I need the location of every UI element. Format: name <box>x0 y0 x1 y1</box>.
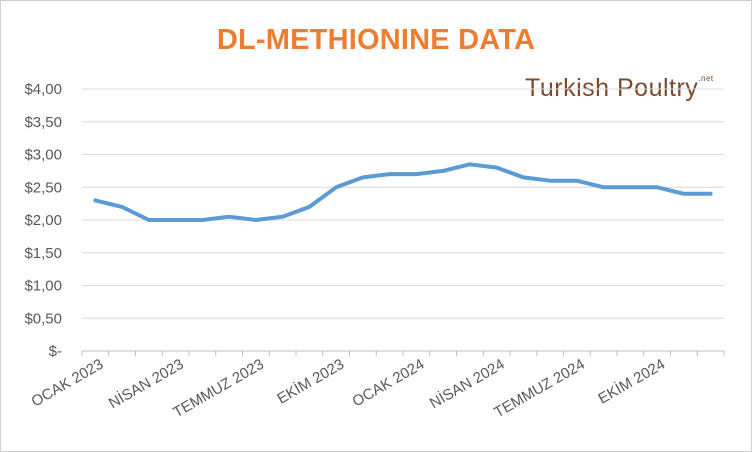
x-tick-label: TEMMUZ 2024 <box>491 356 588 422</box>
data-point <box>602 185 606 189</box>
data-point <box>93 198 97 202</box>
x-tick-label: OCAK 2023 <box>29 356 107 411</box>
data-point <box>361 175 365 179</box>
data-point <box>521 175 525 179</box>
data-point <box>682 192 686 196</box>
logo-text-suffix: .net <box>698 74 714 83</box>
data-point <box>227 215 231 219</box>
data-point <box>174 218 178 222</box>
data-point <box>200 218 204 222</box>
x-tick-label: EKİM 2023 <box>274 355 347 408</box>
x-tick-label: OCAK 2024 <box>350 356 428 411</box>
turkish-poultry-logo: Turkish Poultry.net <box>525 74 714 103</box>
y-tick-label: $1,50 <box>24 245 62 262</box>
data-point <box>495 166 499 170</box>
data-point <box>575 179 579 183</box>
series-line <box>93 162 713 222</box>
y-tick-label: $3,00 <box>24 147 62 164</box>
y-tick-label: $2,50 <box>24 179 62 196</box>
data-point <box>468 162 472 166</box>
y-tick-label: $4,00 <box>24 81 62 98</box>
data-point <box>548 179 552 183</box>
y-tick-label: $1,00 <box>24 278 62 295</box>
data-point <box>709 192 713 196</box>
data-point <box>334 185 338 189</box>
data-point <box>147 218 151 222</box>
data-point <box>120 205 124 209</box>
data-point <box>281 215 285 219</box>
chart-title: DL-METHIONINE DATA <box>216 24 536 56</box>
x-tick-label: TEMMUZ 2023 <box>170 356 267 422</box>
data-point <box>441 169 445 173</box>
y-tick-label: $2,00 <box>24 212 62 229</box>
y-tick-label: $- <box>49 343 62 360</box>
data-point <box>388 172 392 176</box>
data-point <box>655 185 659 189</box>
y-tick-label: $3,50 <box>24 114 62 131</box>
data-point <box>414 172 418 176</box>
data-point <box>628 185 632 189</box>
x-tick-label: EKİM 2024 <box>595 355 668 408</box>
data-point <box>307 205 311 209</box>
data-point <box>254 218 258 222</box>
y-tick-label: $0,50 <box>24 310 62 327</box>
logo-text-turkish: Turkish <box>525 74 610 102</box>
logo-text-poultry: Poultry <box>616 74 699 102</box>
